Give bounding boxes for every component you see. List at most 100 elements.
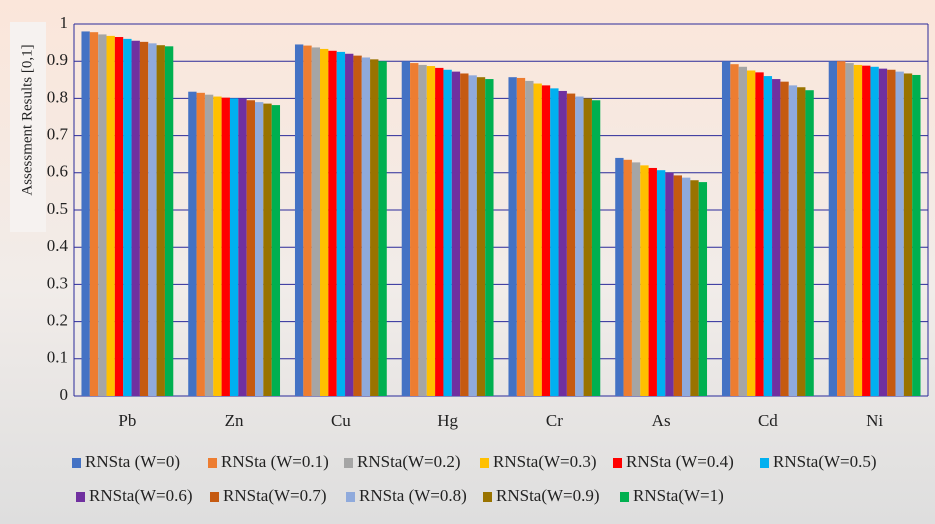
x-tick-label: Cr [546, 411, 563, 430]
bar [837, 61, 846, 396]
bar [328, 50, 337, 397]
x-tick-label: Hg [437, 411, 458, 430]
y-tick-label: 0.7 [47, 125, 69, 144]
legend-swatch [210, 492, 219, 502]
bar [550, 88, 559, 396]
bar [106, 35, 115, 397]
bar [698, 182, 708, 396]
legend-swatch [620, 492, 629, 502]
y-tick-label: 0.2 [47, 311, 68, 330]
bar [887, 69, 896, 397]
bar [575, 96, 584, 396]
bar [378, 61, 387, 396]
bar [221, 97, 230, 396]
bar [443, 69, 452, 397]
bar [615, 157, 624, 396]
bar [870, 66, 879, 396]
bar [303, 45, 312, 397]
legend-label: RNSta (W=0) [85, 452, 180, 471]
bar [878, 68, 888, 396]
legend-swatch [480, 458, 489, 468]
y-tick-label: 0.9 [47, 50, 68, 69]
bar [541, 85, 551, 396]
x-tick-label: As [652, 411, 671, 430]
legend-label: RNSta(W=1) [633, 486, 724, 505]
bar [623, 159, 632, 396]
bar [738, 66, 748, 396]
bar [747, 70, 756, 396]
x-tick-label: Pb [118, 411, 136, 430]
bar [903, 73, 913, 396]
legend-label: RNSta(W=0.6) [89, 486, 193, 505]
y-tick-label: 0.1 [47, 348, 68, 367]
bar [476, 77, 486, 397]
y-tick-label: 0.3 [47, 273, 68, 292]
bar [361, 57, 371, 396]
legend-label: RNSta(W=0.9) [496, 486, 600, 505]
bar [591, 100, 601, 396]
bar [98, 34, 107, 396]
bar [213, 96, 222, 396]
legend-swatch [760, 458, 769, 468]
bar [89, 32, 99, 397]
bar [780, 81, 789, 396]
legend-swatch [76, 492, 85, 502]
y-tick-label: 0 [60, 385, 69, 404]
bar [294, 44, 304, 397]
bar [631, 162, 641, 396]
bar [690, 180, 699, 396]
bar [895, 71, 904, 396]
bar [164, 46, 174, 396]
bar [648, 167, 657, 396]
bar [229, 98, 239, 397]
bar [665, 172, 674, 396]
bar [558, 90, 567, 397]
bar [640, 165, 649, 396]
legend-swatch [483, 492, 492, 502]
x-tick-label: Zn [225, 411, 244, 430]
legend-swatch [344, 458, 353, 468]
bar [755, 72, 764, 397]
bar [656, 170, 666, 396]
bar [451, 71, 461, 396]
bar [320, 48, 329, 396]
bar [188, 91, 197, 396]
bar [254, 102, 264, 397]
legend-label: RNSta(W=0.2) [357, 452, 461, 471]
y-tick-label: 1 [60, 13, 69, 32]
bar [418, 64, 427, 397]
x-tick-label: Cd [758, 411, 778, 430]
bar [772, 79, 781, 396]
bar [148, 43, 157, 397]
bar [828, 61, 838, 396]
legend-label: RNSta(W=0.3) [493, 452, 597, 471]
bar [370, 59, 379, 397]
bar [238, 98, 247, 397]
y-axis-label: Assessment Results [0,1] [19, 44, 35, 195]
bar [196, 92, 205, 396]
bar [353, 55, 362, 397]
y-tick-label: 0.4 [47, 236, 69, 255]
bar [468, 75, 477, 396]
bar [485, 79, 494, 396]
bar [460, 73, 469, 396]
bar [797, 87, 806, 397]
bar [156, 45, 165, 396]
legend-label: RNSta (W=0.8) [359, 486, 467, 505]
bar [805, 90, 814, 396]
bar [426, 66, 436, 396]
bar [123, 38, 132, 396]
bar [763, 76, 773, 396]
bar [681, 177, 691, 396]
bar [139, 41, 149, 397]
bar [204, 94, 214, 397]
legend-label: RNSta (W=0.1) [221, 452, 329, 471]
legend-swatch [208, 458, 217, 468]
bar [525, 80, 534, 396]
bar [311, 47, 321, 396]
bar [131, 40, 140, 397]
bar [862, 65, 871, 396]
bar [336, 51, 346, 397]
